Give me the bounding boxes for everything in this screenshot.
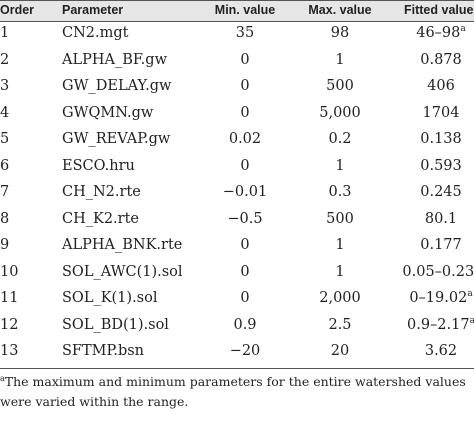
table-header: Order Parameter Min. value Max. value Fi… xyxy=(0,0,474,22)
fitted-value-cell: 0.05–0.23a xyxy=(402,263,474,280)
table-row: 13 SFTMP.bsn −20 20 3.62 xyxy=(0,340,474,367)
table-row: 3 GW_DELAY.gw 0 500 406 xyxy=(0,75,474,102)
parameter-cell: SOL_AWC(1).sol xyxy=(62,263,183,280)
fitted-value-cell: 80.1 xyxy=(424,210,458,227)
table-row: 2 ALPHA_BF.gw 0 1 0.878 xyxy=(0,49,474,76)
parameter-cell: GW_REVAP.gw xyxy=(62,131,171,147)
max-value-cell: 2.5 xyxy=(328,316,352,333)
fitted-value-cell: 1704 xyxy=(422,104,460,121)
fitted-value-cell: 3.62 xyxy=(424,343,458,359)
order-cell: 8 xyxy=(0,210,10,227)
header-fitted-value: Fitted value xyxy=(404,3,474,17)
fitted-value-cell: 406 xyxy=(427,78,455,94)
fitted-value-cell: 0.593 xyxy=(420,157,462,174)
min-value-cell: 0 xyxy=(240,263,250,280)
parameter-cell: SOL_K(1).sol xyxy=(62,290,158,306)
min-value-cell: −20 xyxy=(229,343,261,359)
max-value-cell: 1 xyxy=(335,157,345,174)
parameter-cell: GWQMN.gw xyxy=(62,104,154,121)
max-value-cell: 5,000 xyxy=(319,104,361,121)
table-footnote: aThe maximum and minimum parameters for … xyxy=(0,372,474,412)
order-cell: 1 xyxy=(0,25,10,41)
fitted-value-cell: 0.878 xyxy=(420,51,462,68)
footnote-ref: a xyxy=(460,24,466,35)
parameter-cell: ALPHA_BNK.rte xyxy=(62,237,183,253)
max-value-cell: 98 xyxy=(330,25,350,41)
table-row: 1 CN2.mgt 35 98 46–98a xyxy=(0,22,474,49)
header-min-value: Min. value xyxy=(214,3,276,17)
min-value-cell: 0 xyxy=(240,290,250,306)
parameter-cell: GW_DELAY.gw xyxy=(62,78,172,94)
table-row: 12 SOL_BD(1).sol 0.9 2.5 0.9–2.17a xyxy=(0,314,474,341)
min-value-cell: 0.9 xyxy=(233,316,257,333)
footnote-text: The maximum and minimum parameters for t… xyxy=(0,374,466,409)
fitted-value-cell: 46–98a xyxy=(416,24,466,41)
footnote-marker: a xyxy=(0,373,5,383)
fitted-value-cell: 0.177 xyxy=(420,237,462,253)
table-bottom-rule xyxy=(0,368,474,369)
parameter-cell: CN2.mgt xyxy=(62,25,129,41)
max-value-cell: 20 xyxy=(330,343,350,359)
order-cell: 10 xyxy=(0,263,19,280)
table-row: 7 CH_N2.rte −0.01 0.3 0.245 xyxy=(0,181,474,208)
max-value-cell: 1 xyxy=(335,51,345,68)
max-value-cell: 500 xyxy=(326,210,354,227)
order-cell: 6 xyxy=(0,157,10,174)
min-value-cell: 0 xyxy=(240,78,250,94)
parameter-cell: CH_N2.rte xyxy=(62,184,141,200)
max-value-cell: 0.3 xyxy=(328,184,352,200)
table-row: 5 GW_REVAP.gw 0.02 0.2 0.138 xyxy=(0,128,474,155)
parameter-cell: ESCO.hru xyxy=(62,157,135,174)
fitted-value-cell: 0.245 xyxy=(420,184,462,200)
max-value-cell: 1 xyxy=(335,263,345,280)
table-row: 4 GWQMN.gw 0 5,000 1704 xyxy=(0,102,474,129)
table-body: 1 CN2.mgt 35 98 46–98a 2 ALPHA_BF.gw 0 1 0.878 3 GW… xyxy=(0,22,474,367)
min-value-cell: −0.5 xyxy=(227,210,263,227)
parameter-cell: SFTMP.bsn xyxy=(62,343,145,359)
order-cell: 7 xyxy=(0,184,10,200)
max-value-cell: 500 xyxy=(326,78,354,94)
order-cell: 12 xyxy=(0,316,19,333)
order-cell: 3 xyxy=(0,78,10,94)
max-value-cell: 1 xyxy=(335,237,345,253)
parameter-cell: SOL_BD(1).sol xyxy=(62,316,169,333)
header-parameter: Parameter xyxy=(62,3,124,17)
table-row: 10 SOL_AWC(1).sol 0 1 0.05–0.23a xyxy=(0,261,474,288)
table-row: 8 CH_K2.rte −0.5 500 80.1 xyxy=(0,208,474,235)
min-value-cell: 0 xyxy=(240,104,250,121)
order-cell: 2 xyxy=(0,51,10,68)
parameter-cell: ALPHA_BF.gw xyxy=(62,51,167,68)
order-cell: 4 xyxy=(0,104,10,121)
header-order: Order xyxy=(0,3,35,17)
min-value-cell: 35 xyxy=(235,25,255,41)
fitted-value-cell: 0.138 xyxy=(420,131,462,147)
order-cell: 13 xyxy=(0,343,19,359)
min-value-cell: 0.02 xyxy=(228,131,262,147)
table-row: 6 ESCO.hru 0 1 0.593 xyxy=(0,155,474,182)
min-value-cell: 0 xyxy=(240,157,250,174)
header-max-value: Max. value xyxy=(308,3,372,17)
min-value-cell: −0.01 xyxy=(222,184,268,200)
table-row: 9 ALPHA_BNK.rte 0 1 0.177 xyxy=(0,234,474,261)
footnote-ref: a xyxy=(467,289,473,300)
table-row: 11 SOL_K(1).sol 0 2,000 0–19.02a xyxy=(0,287,474,314)
parameter-cell: CH_K2.rte xyxy=(62,210,139,227)
footnote-ref: a xyxy=(469,315,474,326)
order-cell: 9 xyxy=(0,237,10,253)
order-cell: 11 xyxy=(0,290,19,306)
fitted-value-cell: 0.9–2.17a xyxy=(407,315,474,333)
max-value-cell: 2,000 xyxy=(319,290,361,306)
fitted-value-cell: 0–19.02a xyxy=(409,289,473,306)
max-value-cell: 0.2 xyxy=(328,131,352,147)
min-value-cell: 0 xyxy=(240,51,250,68)
min-value-cell: 0 xyxy=(240,237,250,253)
order-cell: 5 xyxy=(0,131,10,147)
